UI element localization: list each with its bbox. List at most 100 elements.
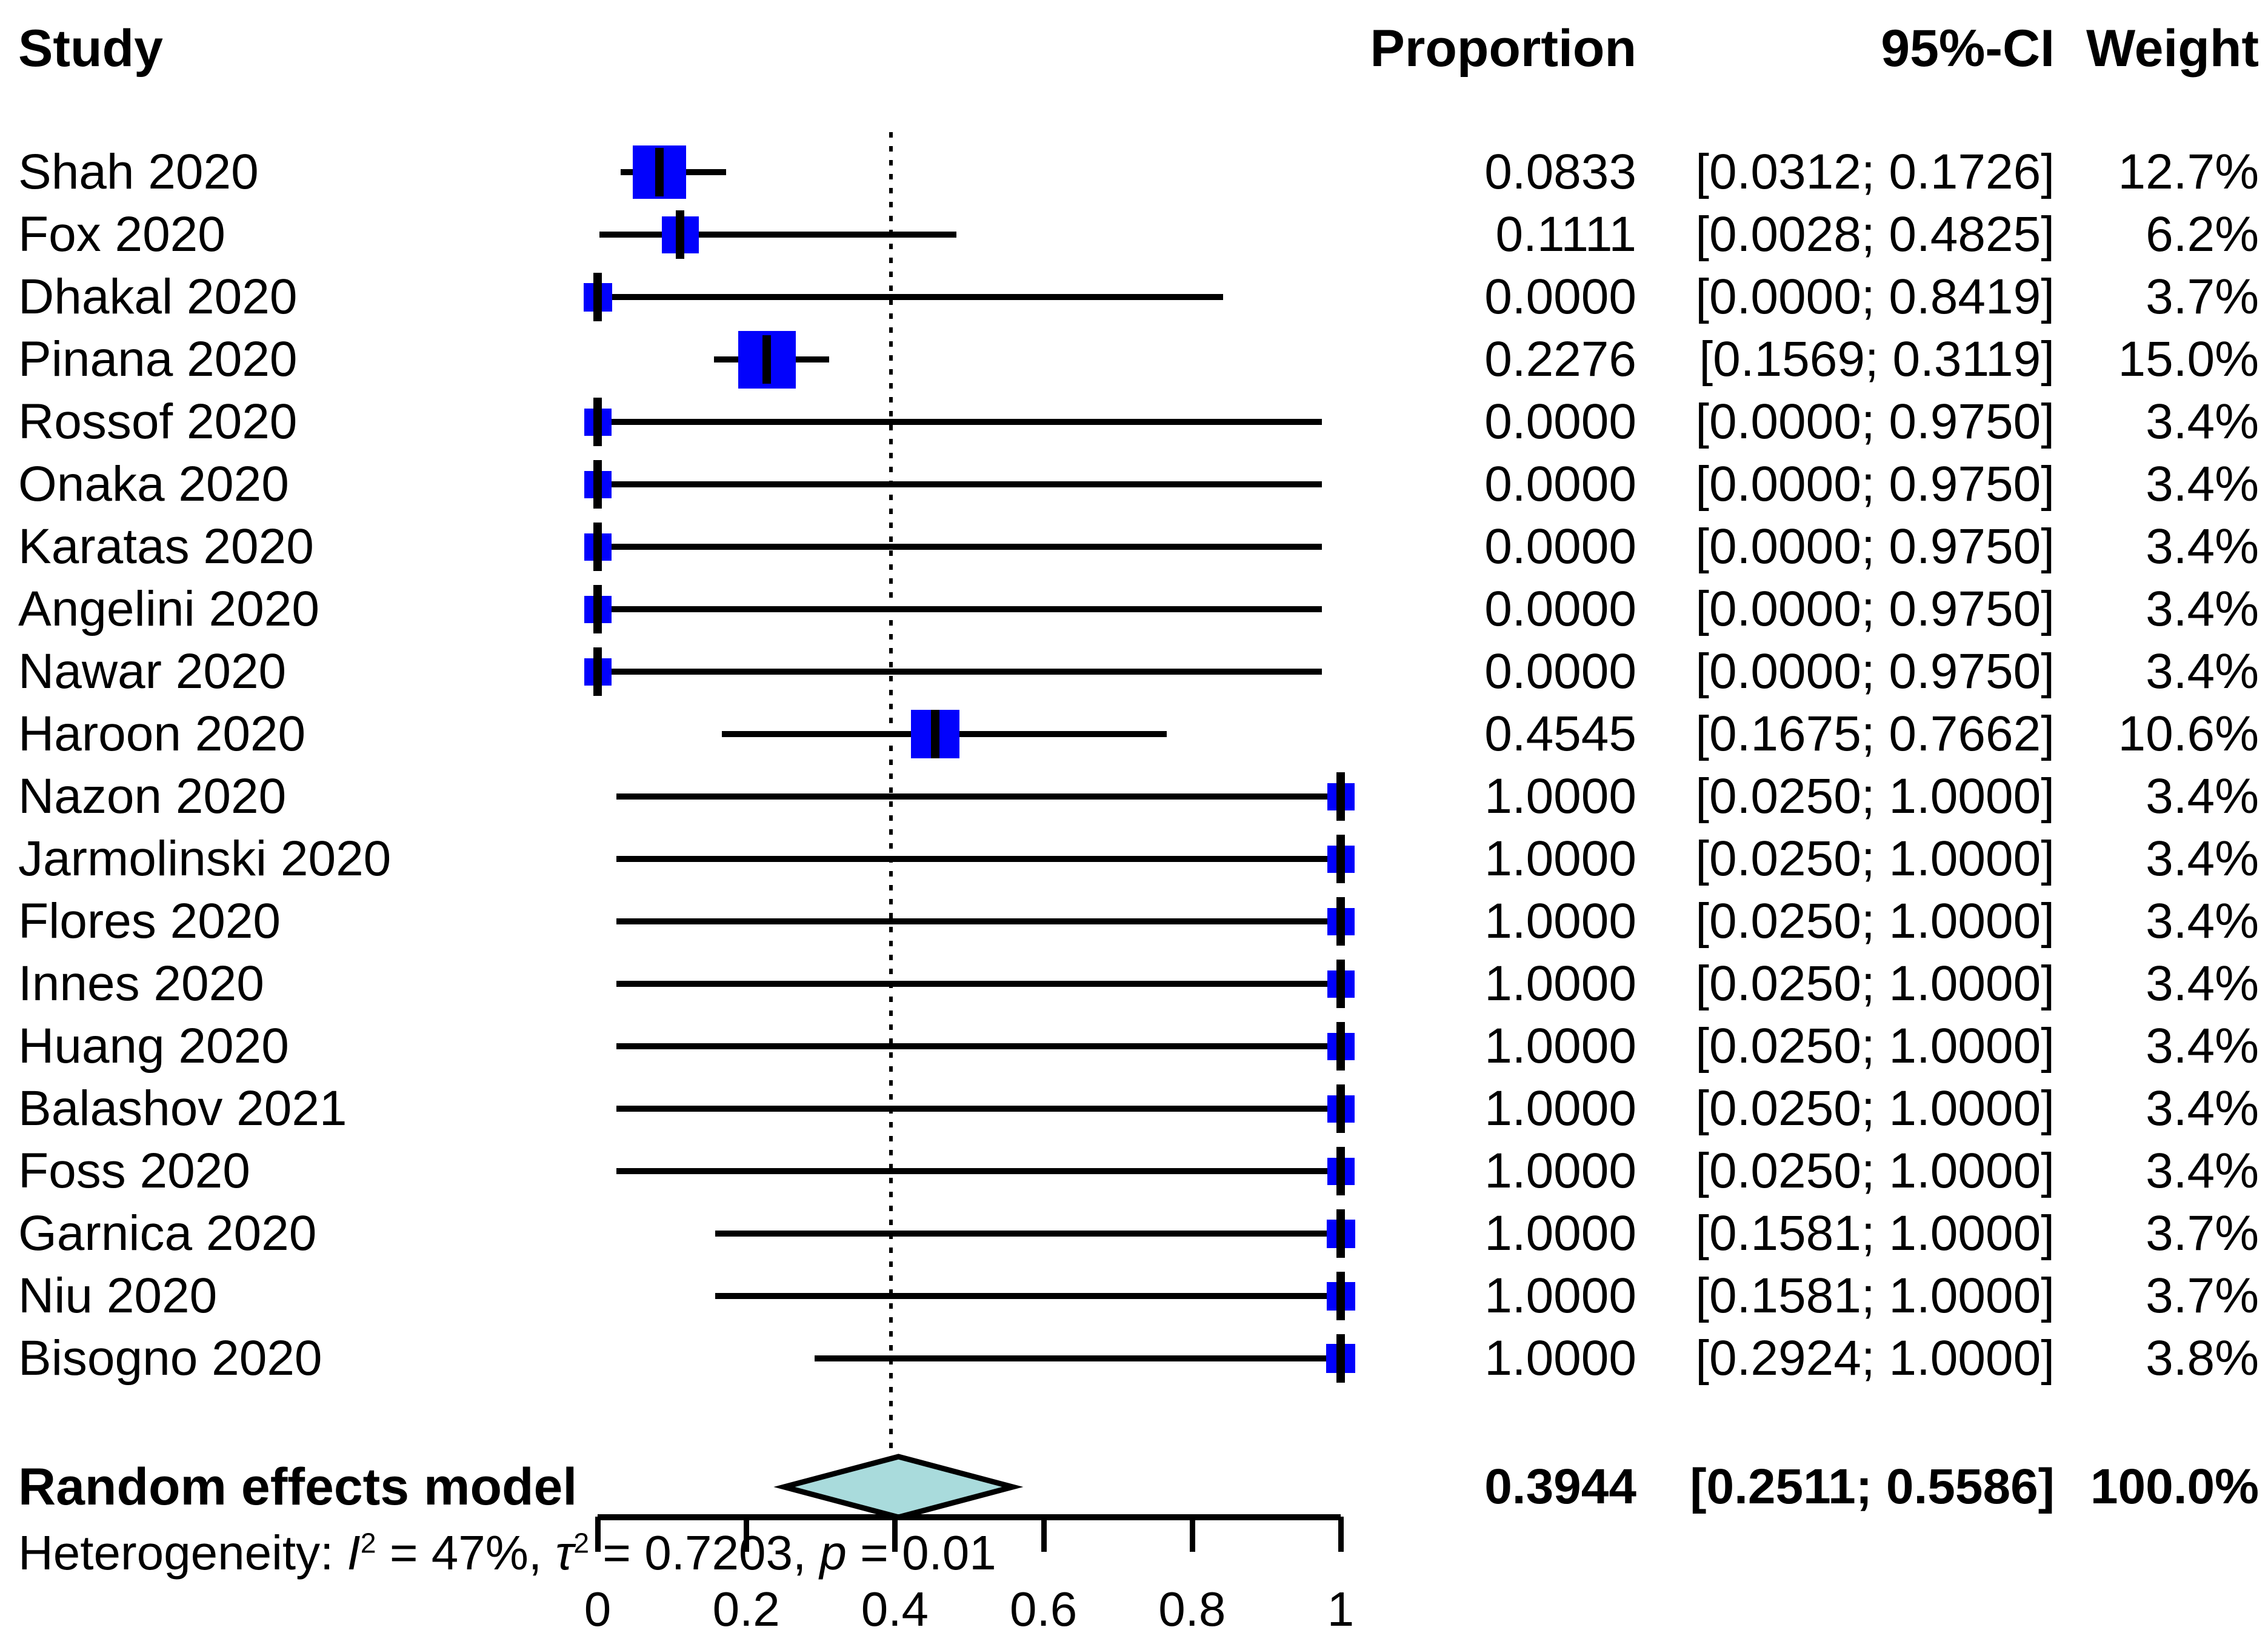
ci-line [616, 1168, 1341, 1174]
ci-value: [0.2924; 1.0000] [1695, 1331, 2055, 1386]
ci-line [598, 606, 1322, 612]
ci-line [599, 232, 956, 238]
weight-value: 3.4% [2146, 456, 2259, 512]
summary-proportion-value: 0.3944 [1484, 1459, 1636, 1514]
weight-value: 3.7% [2146, 1206, 2259, 1261]
proportion-value: 0.4545 [1484, 706, 1636, 761]
ci-value: [0.0000; 0.9750] [1695, 581, 2055, 636]
point-estimate-tick [1336, 960, 1345, 1008]
x-axis-tick-label: 0 [584, 1582, 612, 1636]
header-weight: Weight [2086, 19, 2259, 78]
study-label: Dhakal 2020 [18, 269, 298, 324]
summary-weight-value: 100.0% [2090, 1459, 2259, 1514]
weight-value: 10.6% [2118, 706, 2259, 761]
ci-line [616, 856, 1341, 862]
proportion-value: 1.0000 [1484, 1081, 1636, 1136]
ci-value: [0.0000; 0.9750] [1695, 519, 2055, 574]
ci-value: [0.0000; 0.8419] [1695, 269, 2055, 324]
study-label: Haroon 2020 [18, 706, 306, 761]
ci-line [616, 981, 1341, 987]
study-label: Huang 2020 [18, 1018, 289, 1074]
point-estimate-tick [1336, 1084, 1345, 1133]
weight-value: 3.4% [2146, 831, 2259, 886]
weight-value: 3.4% [2146, 581, 2259, 636]
ci-value: [0.0250; 1.0000] [1695, 1018, 2055, 1074]
x-axis-tick-label: 0.2 [712, 1582, 780, 1636]
weight-value: 3.4% [2146, 394, 2259, 449]
weight-value: 3.8% [2146, 1331, 2259, 1386]
header-study: Study [18, 19, 163, 78]
study-label: Garnica 2020 [18, 1206, 317, 1261]
het-prefix: Heterogeneity: [18, 1526, 347, 1580]
study-label: Fox 2020 [18, 207, 225, 262]
point-estimate-tick [931, 710, 940, 758]
proportion-value: 1.0000 [1484, 1206, 1636, 1261]
heterogeneity-text: Heterogeneity: I2 = 47%, τ2 = 0.7203, p … [18, 1529, 996, 1577]
x-axis-tick [892, 1517, 898, 1552]
het-tau-superscript: 2 [573, 1527, 590, 1559]
ci-line [616, 793, 1341, 800]
header-proportion: Proportion [1370, 19, 1637, 78]
proportion-value: 0.0000 [1484, 269, 1636, 324]
x-axis-tick [1338, 1517, 1344, 1552]
weight-value: 15.0% [2118, 332, 2259, 387]
ci-line [598, 481, 1322, 487]
point-estimate-tick [676, 210, 685, 259]
point-estimate-tick [593, 647, 602, 696]
proportion-value: 1.0000 [1484, 956, 1636, 1011]
point-estimate-tick [1336, 772, 1345, 821]
point-estimate-tick [1336, 1334, 1345, 1383]
ci-line [616, 1106, 1341, 1112]
weight-value: 3.4% [2146, 519, 2259, 574]
x-axis-tick [595, 1517, 601, 1552]
x-axis-tick-label: 0.8 [1158, 1582, 1226, 1636]
ci-value: [0.0250; 1.0000] [1695, 893, 2055, 949]
het-i-superscript: 2 [360, 1527, 376, 1559]
weight-value: 3.4% [2146, 644, 2259, 699]
proportion-value: 0.0000 [1484, 456, 1636, 512]
summary-label: Random effects model [18, 1458, 578, 1516]
point-estimate-tick [593, 585, 602, 633]
ci-line [598, 294, 1224, 300]
summary-diamond [773, 1454, 1024, 1520]
point-estimate-tick [1336, 835, 1345, 883]
het-p-symbol: p [819, 1526, 847, 1580]
proportion-value: 0.0000 [1484, 581, 1636, 636]
weight-value: 3.4% [2146, 1143, 2259, 1198]
ci-line [598, 669, 1322, 675]
study-label: Onaka 2020 [18, 456, 289, 512]
weight-value: 12.7% [2118, 144, 2259, 199]
point-estimate-tick [593, 398, 602, 446]
point-estimate-tick [762, 335, 772, 384]
weight-value: 3.4% [2146, 1018, 2259, 1074]
proportion-value: 1.0000 [1484, 1143, 1636, 1198]
study-label: Flores 2020 [18, 893, 281, 949]
proportion-value: 0.0000 [1484, 519, 1636, 574]
x-axis-tick-label: 1 [1327, 1582, 1355, 1636]
study-label: Jarmolinski 2020 [18, 831, 392, 886]
reference-dotted-line [889, 132, 893, 1455]
weight-value: 3.7% [2146, 269, 2259, 324]
ci-value: [0.0000; 0.9750] [1695, 394, 2055, 449]
study-label: Niu 2020 [18, 1268, 218, 1323]
ci-line [616, 1043, 1341, 1049]
het-i-symbol: I [347, 1526, 361, 1580]
ci-value: [0.0000; 0.9750] [1695, 644, 2055, 699]
ci-line [715, 1293, 1341, 1299]
study-label: Nazon 2020 [18, 769, 287, 824]
weight-value: 3.7% [2146, 1268, 2259, 1323]
weight-value: 3.4% [2146, 956, 2259, 1011]
ci-value: [0.0250; 1.0000] [1695, 1143, 2055, 1198]
x-axis-tick [744, 1517, 750, 1552]
proportion-value: 0.1111 [1495, 207, 1636, 262]
proportion-value: 1.0000 [1484, 893, 1636, 949]
proportion-value: 0.0000 [1484, 394, 1636, 449]
ci-value: [0.0250; 1.0000] [1695, 769, 2055, 824]
proportion-value: 1.0000 [1484, 1268, 1636, 1323]
point-estimate-tick [1336, 897, 1345, 946]
point-estimate-tick [593, 460, 602, 509]
proportion-value: 1.0000 [1484, 831, 1636, 886]
het-p-value: = 0.01 [846, 1526, 996, 1580]
study-label: Bisogno 2020 [18, 1331, 322, 1386]
